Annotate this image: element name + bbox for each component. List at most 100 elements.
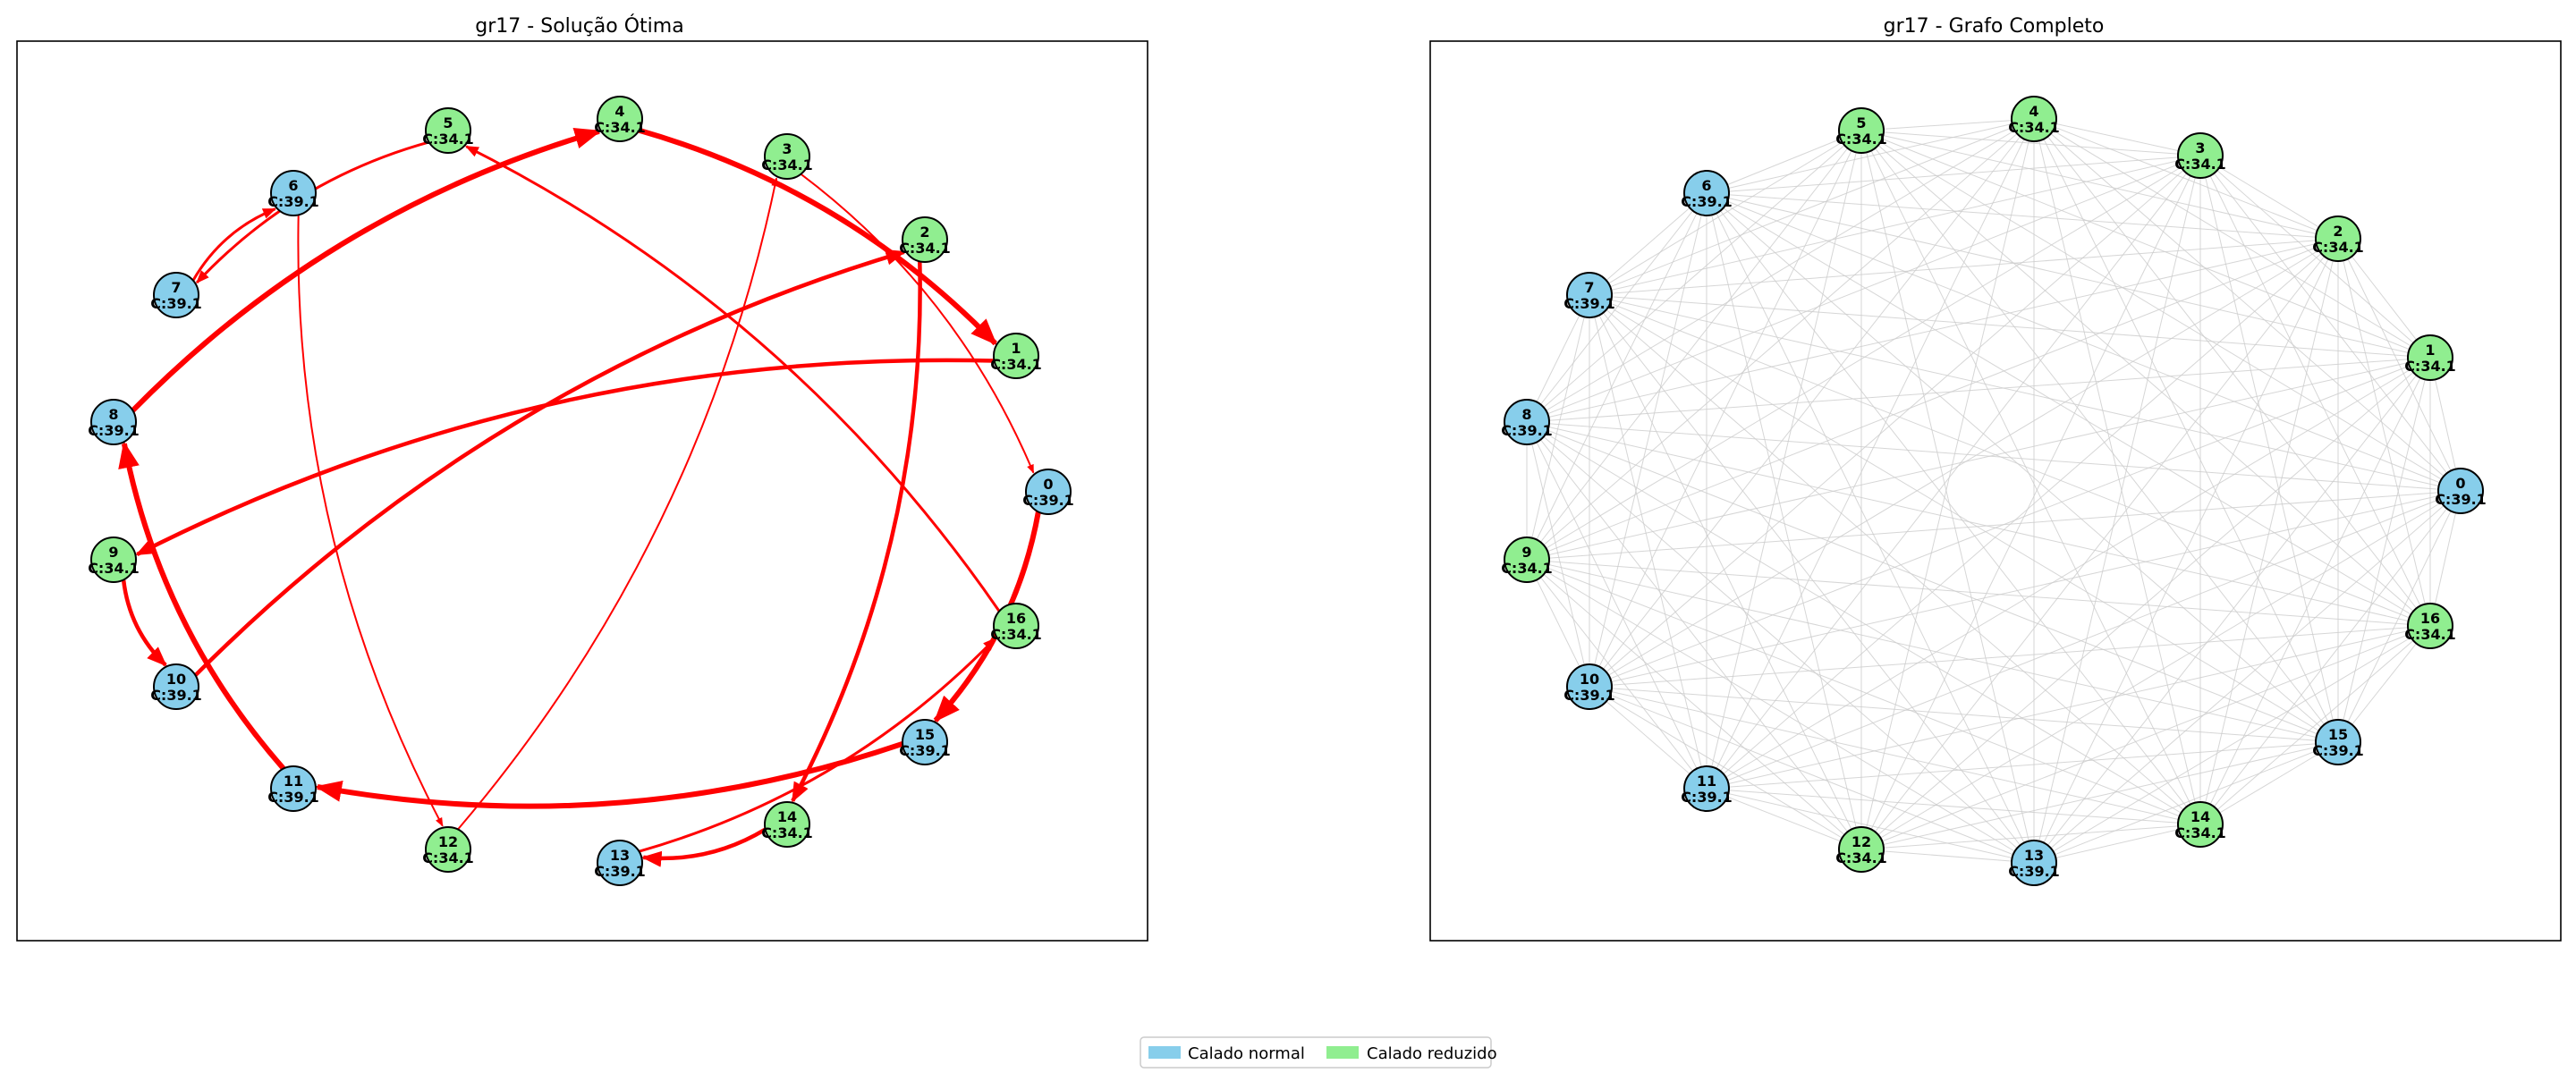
complete-edge-5-15 [1860, 130, 2339, 743]
complete-edge-14-16 [2199, 625, 2431, 825]
complete-edge-11-13 [1706, 788, 2035, 864]
solution-node-capacity: C:34.1 [899, 240, 951, 257]
complete-edge-2-9 [1526, 238, 2339, 561]
solution-node-circle [270, 170, 317, 216]
complete-edge-7-14 [1589, 294, 2201, 825]
solution-node-8: 8C:39.1 [88, 399, 140, 445]
complete-node-circle [1838, 826, 1885, 873]
solution-node-capacity: C:34.1 [88, 560, 140, 577]
complete-edge-7-8 [1526, 294, 1590, 423]
complete-node-circle [1838, 107, 1885, 154]
complete-edge-12-14 [1860, 824, 2201, 850]
complete-node-capacity: C:34.1 [1501, 560, 1553, 577]
solution-node-id: 14 [777, 808, 797, 825]
solution-node-6: 6C:39.1 [267, 170, 319, 216]
complete-edge-10-11 [1589, 686, 1707, 790]
complete-node-id: 13 [2024, 847, 2044, 864]
solution-edge-9-10 [121, 579, 167, 667]
solution-node-10: 10C:39.1 [150, 663, 202, 710]
solution-node-capacity: C:34.1 [990, 626, 1042, 643]
complete-edge-1-9 [1526, 357, 2431, 561]
complete-edge-1-14 [2199, 357, 2431, 825]
complete-edge-0-3 [2199, 155, 2462, 492]
complete-edge-9-13 [1526, 559, 2035, 864]
complete-edge-3-6 [1706, 155, 2201, 194]
solution-node-circle [597, 96, 643, 142]
complete-node-circle [1504, 536, 1550, 583]
complete-node-id: 4 [2029, 103, 2038, 120]
complete-edge-13-14 [2033, 824, 2201, 864]
complete-edge-2-16 [2337, 238, 2431, 627]
complete-node-circle [1683, 170, 1730, 216]
solution-node-circle [993, 603, 1039, 649]
solution-node-circle [270, 765, 317, 812]
solution-edge-7-6 [191, 207, 276, 282]
complete-node-14: 14C:34.1 [2174, 801, 2226, 848]
complete-edge-5-10 [1589, 130, 1862, 688]
solution-node-circle [1025, 469, 1072, 515]
complete-edge-0-8 [1526, 421, 2462, 492]
complete-edge-0-9 [1526, 490, 2462, 561]
complete-node-15: 15C:39.1 [2312, 719, 2364, 765]
legend-label-normal: Calado normal [1188, 1044, 1305, 1063]
complete-edge-9-15 [1526, 559, 2339, 743]
solution-node-capacity: C:39.1 [150, 295, 202, 312]
complete-edge-2-7 [1589, 238, 2339, 296]
complete-node-circle [2011, 96, 2057, 142]
complete-edge-1-6 [1706, 192, 2431, 359]
complete-node-capacity: C:39.1 [2008, 863, 2060, 880]
complete-edge-5-14 [1860, 130, 2201, 825]
complete-edge-8-16 [1526, 421, 2431, 627]
solution-node-circle [993, 333, 1039, 379]
complete-edge-9-11 [1526, 559, 1707, 790]
complete-edge-3-4 [2033, 118, 2201, 156]
solution-edge-4-1 [638, 127, 997, 346]
complete-node-id: 0 [2455, 475, 2465, 492]
complete-node-capacity: C:39.1 [1681, 789, 1733, 806]
solution-nodes: 0C:39.11C:34.12C:34.13C:34.14C:34.15C:34… [88, 96, 1074, 886]
solution-node-id: 11 [284, 773, 303, 790]
complete-edge-3-13 [2033, 155, 2201, 864]
solution-edge-13-16 [639, 637, 996, 853]
solution-node-circle [153, 272, 199, 318]
complete-node-circle [2407, 334, 2453, 381]
solution-node-id: 6 [288, 177, 298, 194]
solution-node-11: 11C:39.1 [267, 765, 319, 812]
complete-edge-8-15 [1526, 421, 2339, 743]
legend-swatch-reduced [1326, 1046, 1359, 1059]
complete-node-circle [2437, 468, 2484, 514]
solution-node-circle [153, 663, 199, 710]
complete-node-id: 6 [1701, 177, 1711, 194]
complete-edge-8-13 [1526, 421, 2035, 864]
complete-edge-7-13 [1589, 294, 2035, 864]
complete-edge-4-11 [1706, 118, 2035, 790]
complete-node-circle [1566, 272, 1613, 318]
complete-edge-10-15 [1589, 686, 2339, 743]
complete-edge-11-14 [1706, 788, 2201, 825]
complete-edge-2-14 [2199, 238, 2339, 825]
complete-node-7: 7C:39.1 [1563, 272, 1615, 318]
solution-node-capacity: C:34.1 [761, 156, 813, 173]
solution-node-capacity: C:34.1 [422, 131, 474, 148]
complete-edge-7-12 [1589, 294, 1862, 850]
complete-edge-4-6 [1706, 118, 2035, 194]
solution-node-circle [902, 216, 948, 263]
solution-node-0: 0C:39.1 [1022, 469, 1074, 515]
solution-panel-frame [16, 40, 1148, 942]
complete-edge-3-12 [1860, 155, 2201, 850]
complete-node-circle [2177, 132, 2224, 179]
complete-edge-5-8 [1526, 130, 1862, 423]
complete-node-id: 9 [1521, 544, 1531, 561]
complete-node-circle [1504, 399, 1550, 445]
complete-edge-4-7 [1589, 118, 2035, 296]
complete-edge-2-8 [1526, 238, 2339, 423]
complete-edge-11-15 [1706, 741, 2339, 790]
complete-edge-15-16 [2337, 625, 2431, 743]
solution-node-id: 16 [1006, 610, 1026, 627]
complete-edge-6-13 [1706, 192, 2035, 864]
complete-edge-2-12 [1860, 238, 2339, 850]
complete-edge-4-12 [1860, 118, 2035, 850]
complete-edge-12-13 [1860, 849, 2035, 864]
solution-edge-8-4 [131, 127, 602, 413]
